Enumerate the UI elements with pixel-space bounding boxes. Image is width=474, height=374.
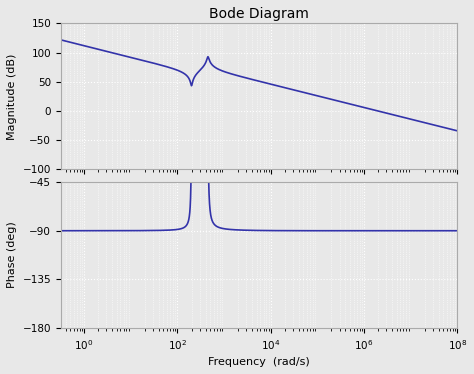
Y-axis label: Phase (deg): Phase (deg) — [7, 222, 17, 288]
X-axis label: Frequency  (rad/s): Frequency (rad/s) — [208, 357, 310, 367]
Y-axis label: Magnitude (dB): Magnitude (dB) — [7, 53, 17, 140]
Title: Bode Diagram: Bode Diagram — [209, 7, 309, 21]
